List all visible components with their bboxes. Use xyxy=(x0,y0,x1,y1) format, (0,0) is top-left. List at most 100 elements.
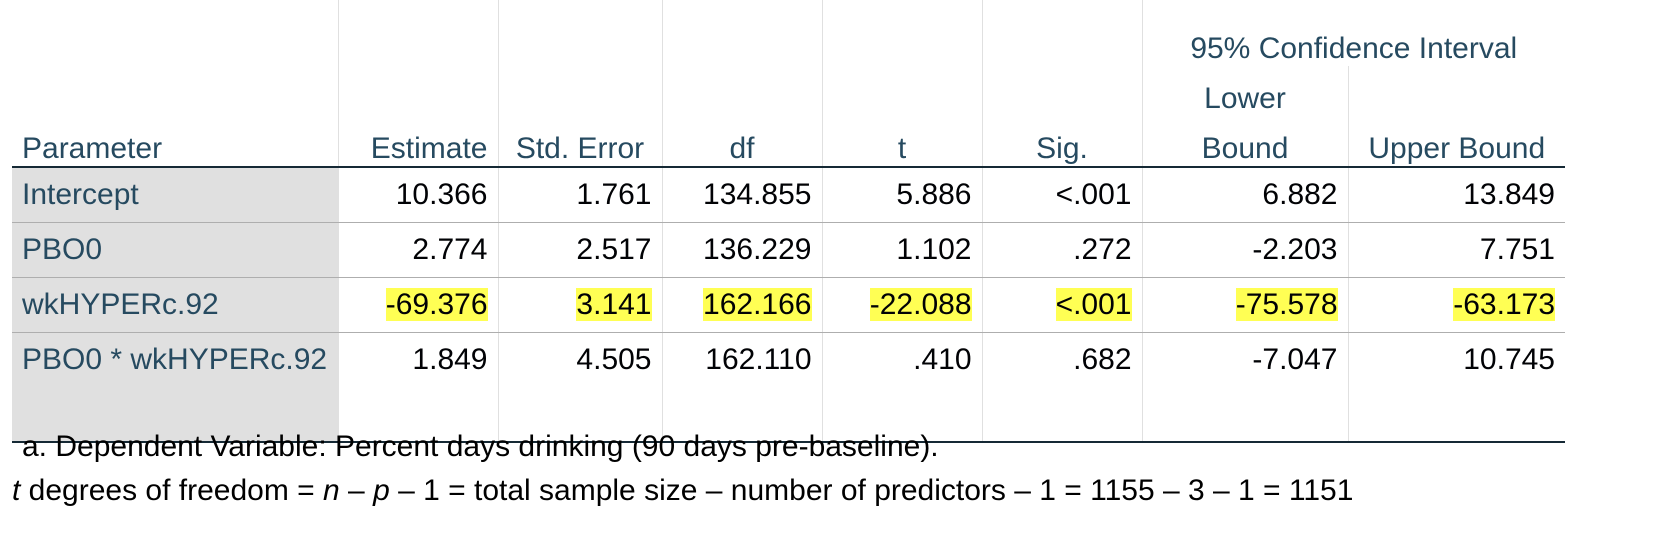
formula-text: – 1 = total sample size – number of pred… xyxy=(389,474,1354,507)
cell-value: 1.761 xyxy=(576,178,652,211)
highlighted-value: -22.088 xyxy=(869,288,972,321)
header-empty xyxy=(12,66,338,116)
cell-value: 6.882 xyxy=(1262,178,1338,211)
highlighted-value: -75.578 xyxy=(1235,288,1338,321)
header-empty xyxy=(661,66,822,116)
empty-cell xyxy=(12,387,338,443)
formula-text: degrees of freedom = xyxy=(20,474,324,507)
table-row-wkhyper: wkHYPERc.92 -69.376 3.141 162.166 -22.08… xyxy=(12,277,1565,333)
cell-value: .682 xyxy=(1073,343,1132,376)
cell-value: 136.229 xyxy=(703,233,812,266)
cell-t: 5.886 xyxy=(821,167,982,223)
cell-value: 2.774 xyxy=(412,233,488,266)
cell-sig: <.001 xyxy=(981,167,1142,223)
cell-lower-bound: 6.882 xyxy=(1141,167,1348,223)
cell-t: .410 xyxy=(821,332,982,387)
formula-var-n: n xyxy=(323,474,340,507)
highlighted-value: -63.173 xyxy=(1453,288,1555,321)
cell-value: 162.110 xyxy=(705,343,812,376)
table-row-intercept: Intercept 10.366 1.761 134.855 5.886 <.0… xyxy=(12,167,1565,223)
cell-value: 7.751 xyxy=(1479,233,1555,266)
cell-sig: .272 xyxy=(981,222,1142,278)
formula-var-p: p xyxy=(373,474,390,507)
cell-df: 162.110 xyxy=(661,332,822,387)
empty-cell xyxy=(497,387,662,443)
header-empty xyxy=(821,0,982,66)
empty-cell xyxy=(1141,387,1348,443)
cell-value: <.001 xyxy=(1055,178,1132,211)
header-empty xyxy=(337,0,498,66)
cell-value: 10.745 xyxy=(1463,343,1555,376)
highlighted-value: -69.376 xyxy=(385,288,488,321)
cell-std-error: 4.505 xyxy=(497,332,662,387)
cell-value: 134.855 xyxy=(703,178,812,211)
row-parameter-name: PBO0 xyxy=(12,222,338,278)
header-empty xyxy=(821,66,982,116)
table-footnote: a. Dependent Variable: Percent days drin… xyxy=(22,430,939,463)
header-sig: Sig. xyxy=(981,116,1142,168)
empty-cell xyxy=(981,387,1142,443)
row-parameter-name: wkHYPERc.92 xyxy=(12,277,338,333)
cell-t: 1.102 xyxy=(821,222,982,278)
cell-value: .410 xyxy=(913,343,972,376)
highlighted-value: 3.141 xyxy=(576,288,652,321)
empty-cell xyxy=(337,387,498,443)
formula-var-t: t xyxy=(12,474,21,507)
degrees-of-freedom-formula: t degrees of freedom = n – p – 1 = total… xyxy=(12,474,1353,508)
header-empty xyxy=(497,0,662,66)
cell-lower-bound: -75.578 xyxy=(1141,277,1348,333)
header-lower-bound: Bound xyxy=(1141,116,1348,168)
cell-value: 1.102 xyxy=(896,233,972,266)
cell-df: 162.166 xyxy=(661,277,822,333)
cell-sig: .682 xyxy=(981,332,1142,387)
table-row-interaction: PBO0 * wkHYPERc.92 1.849 4.505 162.110 .… xyxy=(12,332,1565,387)
table-row-pbo0: PBO0 2.774 2.517 136.229 1.102 .272 -2.2… xyxy=(12,222,1565,278)
cell-upper-bound: 10.745 xyxy=(1347,332,1565,387)
cell-estimate: -69.376 xyxy=(337,277,498,333)
header-empty xyxy=(337,66,498,116)
header-empty xyxy=(661,0,822,66)
header-confidence-interval: 95% Confidence Interval xyxy=(1141,0,1565,66)
cell-upper-bound: 13.849 xyxy=(1347,167,1565,223)
cell-value: .272 xyxy=(1073,233,1132,266)
highlighted-value: <.001 xyxy=(1055,288,1132,321)
cell-lower-bound: -2.203 xyxy=(1141,222,1348,278)
cell-df: 134.855 xyxy=(661,167,822,223)
cell-df: 136.229 xyxy=(661,222,822,278)
cell-std-error: 1.761 xyxy=(497,167,662,223)
header-empty xyxy=(981,66,1142,116)
header-empty xyxy=(12,0,338,66)
header-lower-line1: Lower xyxy=(1141,66,1348,116)
row-parameter-name: Intercept xyxy=(12,167,338,223)
cell-estimate: 10.366 xyxy=(337,167,498,223)
cell-value: 2.517 xyxy=(576,233,652,266)
header-df: df xyxy=(661,116,822,168)
parameter-estimates-table-container: 95% Confidence Interval Lower Parameter … xyxy=(12,0,1565,443)
formula-text: – xyxy=(339,474,374,507)
cell-upper-bound: 7.751 xyxy=(1347,222,1565,278)
cell-value: 13.849 xyxy=(1463,178,1555,211)
cell-lower-bound: -7.047 xyxy=(1141,332,1348,387)
cell-t: -22.088 xyxy=(821,277,982,333)
cell-upper-bound: -63.173 xyxy=(1347,277,1565,333)
cell-estimate: 2.774 xyxy=(337,222,498,278)
header-empty xyxy=(497,66,662,116)
header-parameter: Parameter xyxy=(12,116,338,168)
cell-std-error: 2.517 xyxy=(497,222,662,278)
cell-sig: <.001 xyxy=(981,277,1142,333)
header-empty xyxy=(981,0,1142,66)
cell-std-error: 3.141 xyxy=(497,277,662,333)
cell-value: 4.505 xyxy=(576,343,652,376)
empty-cell xyxy=(821,387,982,443)
header-t: t xyxy=(821,116,982,168)
empty-cell xyxy=(661,387,822,443)
header-upper-bound: Upper Bound xyxy=(1347,116,1565,168)
header-empty xyxy=(1347,66,1565,116)
parameter-estimates-table: 95% Confidence Interval Lower Parameter … xyxy=(12,0,1565,443)
highlighted-value: 162.166 xyxy=(703,288,812,321)
cell-value: -7.047 xyxy=(1252,343,1338,376)
table-bottom-spacer xyxy=(12,387,1565,443)
cell-value: 5.886 xyxy=(896,178,972,211)
cell-estimate: 1.849 xyxy=(337,332,498,387)
cell-value: 1.849 xyxy=(412,343,488,376)
